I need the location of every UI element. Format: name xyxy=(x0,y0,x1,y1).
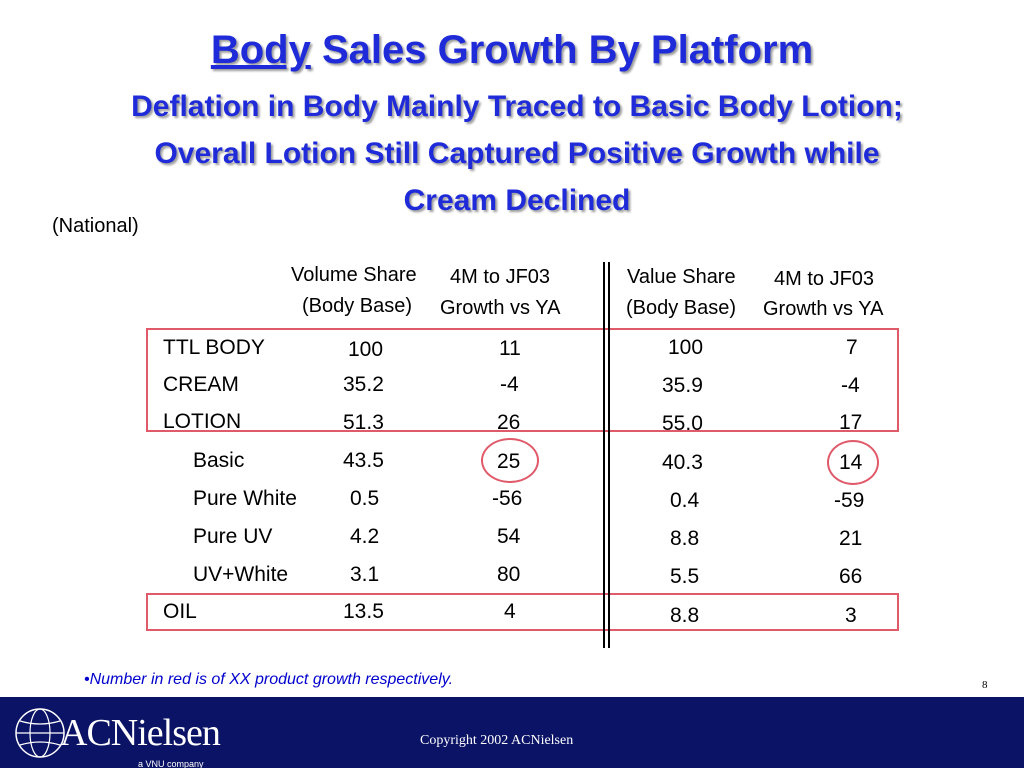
row-label: CREAM xyxy=(163,373,239,396)
row-label: LOTION xyxy=(163,410,242,433)
page-number: 8 xyxy=(982,679,988,691)
volume-growth-cell: -4 xyxy=(500,373,519,396)
title-underlined-word: Body xyxy=(210,28,311,72)
footer-bar: ACNielsen a VNU company Copyright 2002 A… xyxy=(0,697,1024,769)
slide-title: Body Sales Growth By Platform xyxy=(0,28,1024,73)
title-rest: Sales Growth By Platform xyxy=(310,28,814,72)
footnote: •Number in red is of XX product growth r… xyxy=(84,671,454,688)
volume-growth-cell: 80 xyxy=(497,563,521,586)
column-divider-right xyxy=(608,262,610,648)
header-value-share-1: Value Share xyxy=(627,266,736,288)
logo-subtext: a VNU company xyxy=(138,759,204,769)
value-growth-cell: 7 xyxy=(846,336,858,359)
highlight-box-top-rows xyxy=(146,328,899,432)
subtitle-line-3: Cream Declined xyxy=(403,184,631,217)
value-share-cell: 55.0 xyxy=(662,412,703,435)
volume-growth-cell: 4 xyxy=(504,600,516,623)
value-share-cell: 40.3 xyxy=(662,451,703,474)
value-growth-cell: -4 xyxy=(841,374,860,397)
header-volume-share-2: (Body Base) xyxy=(302,295,413,317)
row-label: OIL xyxy=(163,600,197,623)
value-share-cell: 8.8 xyxy=(670,527,700,550)
volume-share-cell: 51.3 xyxy=(343,411,384,434)
value-growth-cell: 66 xyxy=(839,565,863,588)
header-volume-growth-2: Growth vs YA xyxy=(440,297,561,319)
globe-icon xyxy=(15,708,65,758)
volume-share-cell: 3.1 xyxy=(350,563,380,586)
scope-label: (National) xyxy=(52,215,139,237)
row-label: Basic xyxy=(193,449,245,472)
row-label: Pure White xyxy=(193,487,297,510)
header-value-growth-2: Growth vs YA xyxy=(763,298,884,320)
volume-growth-cell: 11 xyxy=(499,337,521,360)
volume-share-cell: 35.2 xyxy=(343,373,384,396)
value-growth-cell: 17 xyxy=(839,411,863,434)
value-share-cell: 35.9 xyxy=(662,374,703,397)
header-volume-share-1: Volume Share xyxy=(291,264,417,286)
value-share-cell: 100 xyxy=(668,336,704,359)
company-logo: ACNielsen a VNU company xyxy=(10,703,230,769)
volume-share-cell: 4.2 xyxy=(350,525,380,548)
highlight-circle-value-basic xyxy=(827,440,879,485)
volume-share-cell: 13.5 xyxy=(343,600,384,623)
column-divider-left xyxy=(603,262,605,648)
copyright-text: Copyright 2002 ACNielsen xyxy=(420,733,574,748)
header-value-growth-1: 4M to JF03 xyxy=(774,268,875,290)
slide-subtitle: Deflation in Body Mainly Traced to Basic… xyxy=(0,83,1024,224)
value-share-cell: 8.8 xyxy=(670,604,700,627)
volume-growth-cell: -56 xyxy=(492,487,523,510)
volume-growth-cell: 54 xyxy=(497,525,521,548)
value-growth-cell: 3 xyxy=(845,604,857,627)
value-growth-cell: 21 xyxy=(839,527,863,550)
volume-share-cell: 100 xyxy=(348,338,384,361)
row-label: Pure UV xyxy=(193,525,273,548)
volume-share-cell: 43.5 xyxy=(343,449,384,472)
value-share-cell: 0.4 xyxy=(670,489,700,512)
volume-growth-cell: 25 xyxy=(497,450,521,473)
header-value-share-2: (Body Base) xyxy=(626,297,737,319)
subtitle-line-2: Overall Lotion Still Captured Positive G… xyxy=(154,137,880,170)
value-growth-cell: 14 xyxy=(839,451,863,474)
highlight-circle-volume-basic xyxy=(481,438,539,483)
header-volume-growth-1: 4M to JF03 xyxy=(450,266,551,288)
subtitle-line-1: Deflation in Body Mainly Traced to Basic… xyxy=(131,90,903,123)
logo-text: ACNielsen xyxy=(60,712,221,754)
value-share-cell: 5.5 xyxy=(670,565,700,588)
row-label: TTL BODY xyxy=(163,336,265,359)
row-label: UV+White xyxy=(193,563,289,586)
value-growth-cell: -59 xyxy=(834,489,865,512)
highlight-box-oil-row xyxy=(146,593,899,631)
volume-growth-cell: 26 xyxy=(497,411,521,434)
volume-share-cell: 0.5 xyxy=(350,487,380,510)
